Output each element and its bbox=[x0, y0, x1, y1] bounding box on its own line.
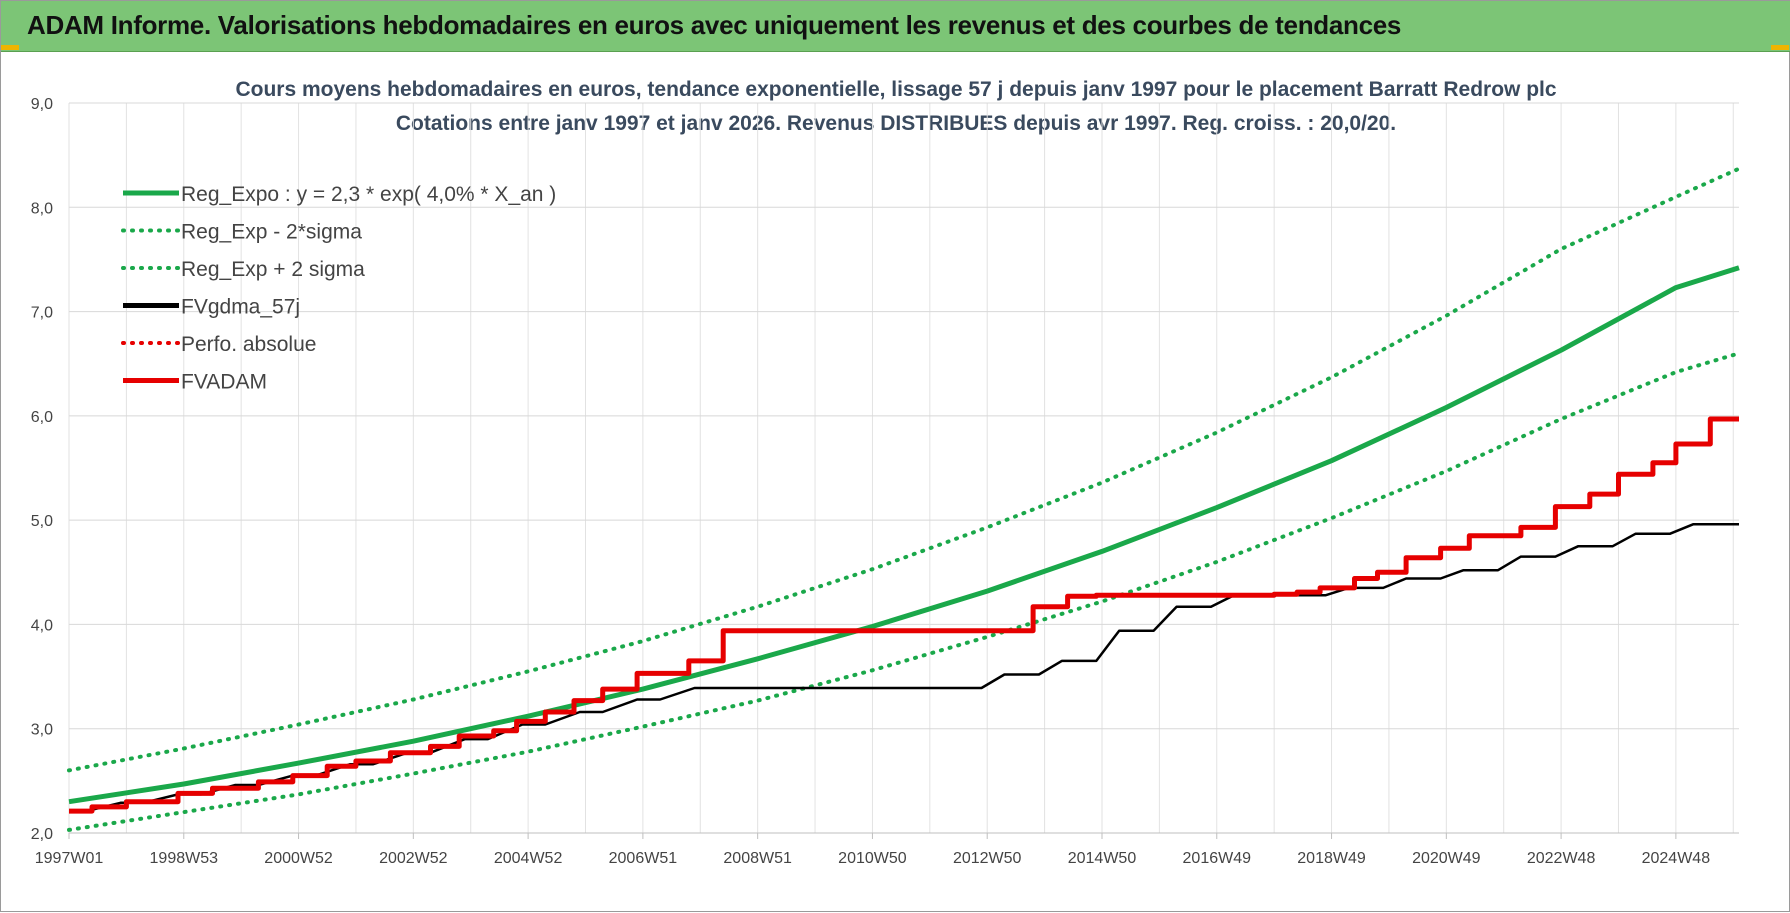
legend-label: Perfo. absolue bbox=[181, 333, 316, 356]
corner-marker-top-right bbox=[1771, 45, 1789, 50]
series-line-5 bbox=[69, 416, 1739, 814]
x-tick-label: 2024W48 bbox=[1642, 850, 1711, 867]
legend-label: FVADAM bbox=[181, 371, 267, 394]
report-banner: ADAM Informe. Valorisations hebdomadaire… bbox=[1, 1, 1790, 52]
report-title: ADAM Informe. Valorisations hebdomadaire… bbox=[27, 10, 1402, 40]
x-tick-label: 2022W48 bbox=[1527, 850, 1596, 867]
legend-label: Reg_Exp - 2*sigma bbox=[181, 221, 362, 244]
x-tick-label: 2006W51 bbox=[609, 850, 678, 867]
y-tick-label: 8,0 bbox=[31, 200, 53, 217]
y-tick-label: 5,0 bbox=[31, 513, 53, 530]
x-tick-label: 2000W52 bbox=[264, 850, 333, 867]
x-tick-label: 2016W49 bbox=[1183, 850, 1252, 867]
y-tick-label: 9,0 bbox=[31, 96, 53, 113]
legend-label: Reg_Expo : y = 2,3 * exp( 4,0% * X_an ) bbox=[181, 183, 556, 206]
x-tick-label: 2008W51 bbox=[723, 850, 792, 867]
y-tick-label: 4,0 bbox=[31, 617, 53, 634]
series-line-0 bbox=[68, 265, 1740, 805]
series-line-3 bbox=[69, 523, 1739, 813]
chart-title: Cours moyens hebdomadaires en euros, ten… bbox=[235, 78, 1557, 101]
x-tick-label: 1997W01 bbox=[35, 850, 104, 867]
legend-label: FVgdma_57j bbox=[181, 296, 300, 319]
y-tick-label: 6,0 bbox=[31, 409, 53, 426]
legend-label: Reg_Exp + 2 sigma bbox=[181, 258, 365, 281]
x-tick-label: 2010W50 bbox=[838, 850, 907, 867]
x-tick-label: 1998W53 bbox=[150, 850, 219, 867]
x-tick-label: 2012W50 bbox=[953, 850, 1022, 867]
x-tick-label: 2018W49 bbox=[1297, 850, 1366, 867]
chart-subtitle: Cotations entre janv 1997 et janv 2026. … bbox=[395, 112, 1397, 135]
x-tick-label: 2020W49 bbox=[1412, 850, 1481, 867]
x-tick-label: 2014W50 bbox=[1068, 850, 1137, 867]
x-tick-label: 2002W52 bbox=[379, 850, 448, 867]
y-tick-label: 3,0 bbox=[31, 722, 53, 739]
y-tick-label: 2,0 bbox=[31, 826, 53, 843]
corner-marker-top-left bbox=[1, 45, 19, 50]
y-tick-label: 7,0 bbox=[31, 305, 53, 322]
series-line-1 bbox=[67, 351, 1741, 832]
series-line-2 bbox=[67, 166, 1741, 773]
x-tick-label: 2004W52 bbox=[494, 850, 563, 867]
